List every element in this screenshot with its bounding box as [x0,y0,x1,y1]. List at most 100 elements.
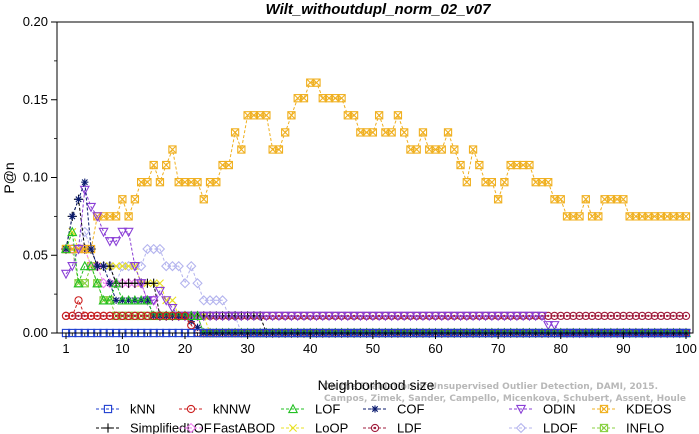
point-odin-45 [342,311,353,322]
point-ldf-99 [681,311,691,321]
watermark-line-1: Campos, Zimek, Sander, Campello, Micenko… [324,394,686,404]
watermark-line-2: On the Evaluation of Unsupervised Outlie… [323,382,658,392]
point-kdeos-10 [124,212,133,221]
point-odin-75 [530,311,541,322]
point-odin-8 [110,237,122,247]
point-knnw-2 [74,296,83,305]
y-axis: 0.00 0.05 0.10 0.15 0.20 [23,14,57,340]
point-lof-2 [73,277,84,288]
x-tick-label-2: 20 [178,341,192,356]
point-knnw-18 [174,311,183,321]
x-tick-label-5: 50 [366,341,380,356]
point-kdeos-21 [193,178,202,187]
point-kdeos-34 [274,145,284,154]
point-cof-6 [99,262,108,270]
legend-marker-loop [289,424,297,432]
point-ldf-97 [669,311,678,321]
series-lof [60,226,692,338]
point-kdeos-70 [500,178,509,187]
y-tick-label-2: 0.10 [23,170,48,185]
point-cof-3 [81,178,89,186]
point-odin-76 [536,311,548,322]
point-ldf-98 [675,311,684,321]
point-knnw-12 [137,311,146,321]
point-kdeos-89 [619,195,628,204]
point-kdeos-99 [681,212,691,221]
point-ldf-79 [556,311,565,321]
x-tick-label-0: 1 [62,341,69,356]
legend-label-inflo: INFLO [626,421,664,434]
point-ldof-21 [192,278,203,289]
point-ldof-25 [217,295,228,306]
legend-label-fastabod: FastABOD [213,421,275,434]
point-kdeos-79 [556,195,565,204]
point-odin-47 [355,311,366,322]
point-odin-71 [505,311,516,322]
point-kdeos-24 [212,178,221,187]
point-knnw-19 [180,311,190,321]
point-odin-5 [92,212,103,222]
series-loop [62,227,690,337]
point-kdeos-56 [412,145,421,154]
point-odin-62 [449,311,460,322]
point-odin-65 [467,311,479,322]
point-kdeos-85 [594,212,603,221]
point-ldf-83 [581,311,590,321]
point-odin-61 [442,311,454,322]
x-tick-label-7: 70 [491,341,505,356]
point-odin-34 [273,311,285,322]
legend-item-knn: kNN [96,402,155,417]
point-odin-2 [73,244,84,255]
y-tick-label-3: 0.15 [23,92,48,107]
plot-frame [56,21,694,334]
point-odin-7 [104,237,115,247]
point-kdeos-50 [374,111,384,120]
point-odin-37 [292,311,303,322]
point-odin-74 [524,311,535,322]
point-kdeos-63 [456,160,465,170]
point-cof-2 [74,195,83,203]
point-lof-9 [117,294,128,305]
point-odin-15 [154,286,166,297]
point-odin-1 [67,261,78,272]
point-ldof-19 [179,278,191,289]
point-odin-16 [161,296,172,306]
legend-label-ldof: LDOF [543,421,578,434]
point-odin-39 [305,311,316,322]
point-kdeos-27 [230,128,240,137]
point-knnw-4 [86,311,96,321]
point-kdeos-44 [337,94,346,103]
point-kdeos-26 [224,160,233,170]
point-ldf-94 [650,311,659,321]
point-loop-15 [155,279,164,288]
point-odin-29 [242,311,253,322]
point-ldf-86 [600,311,609,321]
point-odin-72 [511,311,523,322]
legend-item-lof: LOF [281,402,340,417]
point-kdeos-49 [368,128,378,137]
point-odin-25 [217,311,228,322]
y-axis-label: P@n [1,162,17,193]
point-knnw-3 [80,311,89,321]
legend-item-knnw: kNNW [179,402,251,417]
point-odin-17 [167,303,178,314]
point-odin-24 [211,311,222,322]
point-odin-6 [98,227,109,238]
point-kdeos-62 [450,145,459,154]
watermark: Campos, Zimek, Sander, Campello, Micenko… [323,382,686,404]
point-loop-1 [68,227,77,236]
legend-item-loop: LoOP [281,421,348,434]
x-tick-label-3: 30 [240,341,254,356]
point-odin-46 [348,311,360,322]
point-odin-23 [204,311,216,322]
point-kdeos-60 [437,145,446,154]
point-odin-60 [436,311,447,322]
point-kdeos-15 [155,178,165,187]
point-loop-11 [130,262,139,271]
point-kdeos-65 [468,145,478,154]
point-odin-77 [543,321,554,331]
legend-label-knn: kNN [130,402,155,417]
point-odin-73 [518,311,529,322]
point-odin-50 [374,311,385,322]
point-ldf-96 [663,311,672,321]
